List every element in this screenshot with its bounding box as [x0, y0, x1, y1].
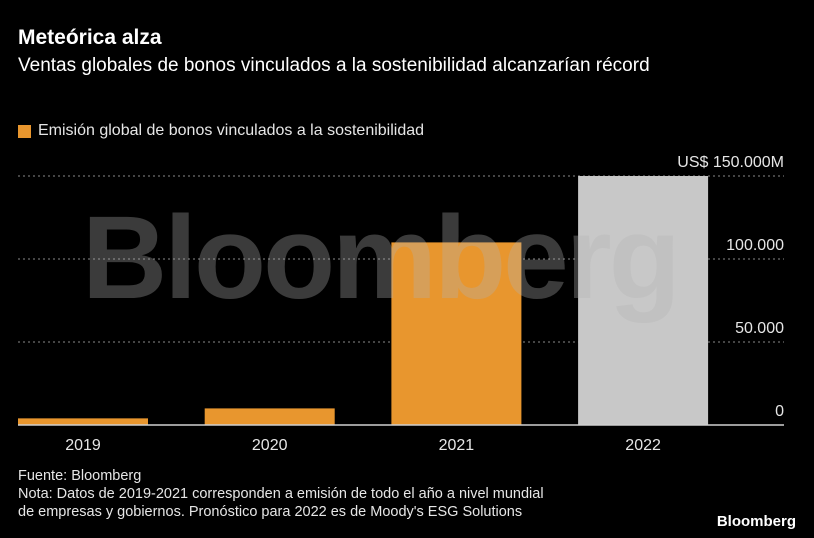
source-note: Fuente: Bloomberg: [18, 468, 142, 484]
footer: Fuente: Bloomberg Nota: Datos de 2019-20…: [18, 467, 544, 521]
y-tick-label-0: US$ 150.000M: [677, 154, 784, 171]
bar-2021: [391, 242, 522, 425]
x-tick-label-2022: 2022: [625, 437, 661, 454]
bloomberg-logo: Bloomberg: [716, 513, 796, 530]
chart-title: Meteórica alza: [18, 26, 162, 49]
bar-2019: [18, 418, 148, 425]
y-tick-label-2: 50.000: [735, 320, 784, 337]
bar-2020: [204, 408, 335, 425]
bar-2022: [578, 176, 709, 425]
legend-label: Emisión global de bonos vinculados a la …: [38, 122, 425, 139]
legend: Emisión global de bonos vinculados a la …: [18, 122, 424, 140]
y-tick-label-3: 0: [775, 403, 784, 420]
x-tick-label-2020: 2020: [252, 437, 288, 454]
footnote-line-2: de empresas y gobiernos. Pronóstico para…: [18, 504, 523, 520]
legend-swatch: [18, 124, 31, 138]
x-tick-label-2021: 2021: [439, 437, 475, 454]
x-tick-label-2019: 2019: [65, 437, 101, 454]
footnote-line-1: Nota: Datos de 2019-2021 corresponden a …: [18, 486, 544, 502]
y-tick-label-1: 100.000: [726, 237, 784, 254]
chart-subtitle: Ventas globales de bonos vinculados a la…: [18, 55, 650, 76]
